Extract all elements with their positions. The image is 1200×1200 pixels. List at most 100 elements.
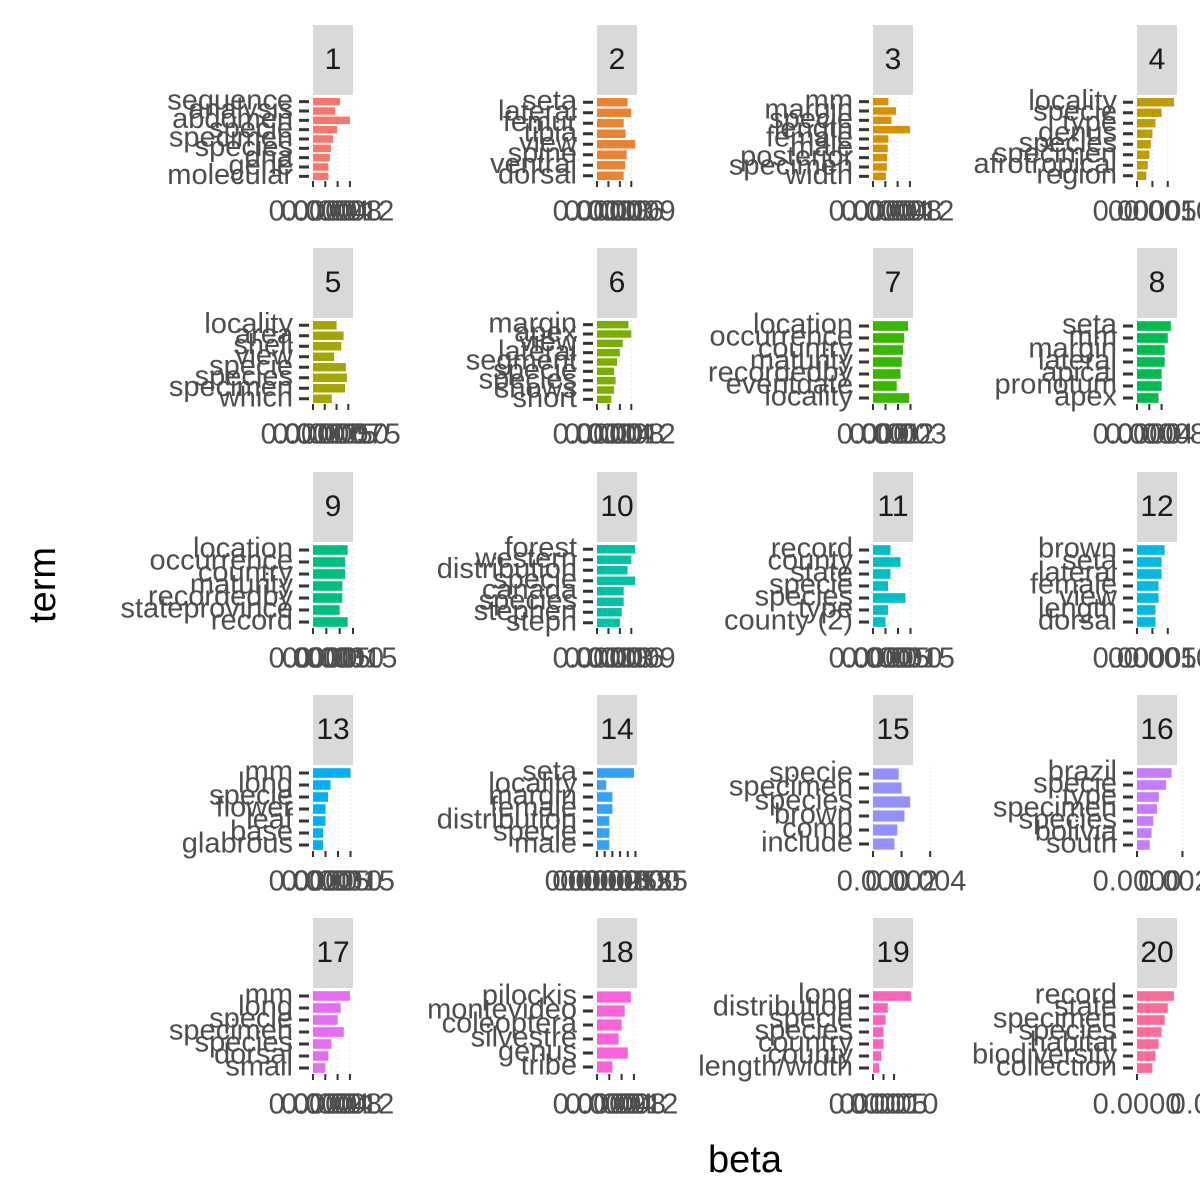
bar: [1137, 1039, 1159, 1049]
y-tick-label: biodiversity: [972, 1039, 1118, 1071]
bar: [1137, 129, 1153, 138]
x-tick-label: 0.0005: [282, 643, 371, 675]
y-tick-label: which: [218, 381, 293, 413]
bar: [313, 840, 323, 850]
y-tick-label: posterior: [740, 140, 853, 172]
y-tick-label: specie: [769, 569, 853, 601]
x-tick-label: 0.0000: [269, 643, 358, 675]
strip: [873, 472, 913, 542]
bar: [597, 816, 610, 826]
y-tick-label: pronotum: [994, 369, 1117, 401]
strip: [873, 25, 913, 95]
bar: [1137, 593, 1159, 603]
x-tick-label: 0.0000: [553, 419, 642, 451]
x-tick-label: 0.0000: [1093, 196, 1182, 228]
bar: [873, 393, 910, 403]
facet-title: 8: [1149, 266, 1166, 299]
bar: [597, 792, 613, 802]
x-tick-label: 0.000: [837, 419, 910, 451]
y-tick-label: pilockis: [482, 980, 577, 1012]
bar: [873, 107, 897, 115]
bar: [873, 782, 902, 794]
y-tick-label: distribution: [437, 804, 577, 836]
y-tick-label: shows: [495, 373, 577, 405]
x-tick-label: 0.003: [874, 419, 947, 451]
y-tick-label: record: [771, 533, 853, 565]
y-tick-label: state: [1054, 991, 1117, 1023]
y-tick-label: seta: [522, 85, 578, 117]
y-tick-label: specimen: [993, 137, 1117, 169]
bar: [873, 796, 911, 808]
bar: [313, 1051, 329, 1061]
y-tick-label: brown: [774, 799, 853, 831]
bar: [873, 172, 886, 181]
y-tick-label: coleoptera: [442, 1008, 578, 1040]
y-tick-label: female: [490, 792, 577, 824]
bar: [597, 828, 610, 838]
bar: [597, 780, 607, 790]
bar: [313, 617, 348, 627]
y-tick-label: area: [235, 318, 294, 350]
y-tick-label: dna: [245, 140, 294, 172]
facet-title: 12: [1140, 490, 1173, 523]
y-tick-label: margin: [764, 94, 853, 126]
strip: [873, 918, 913, 988]
y-tick-label: apex: [1054, 381, 1117, 413]
y-tick-label: specie: [769, 757, 853, 789]
y-tick-label: view: [519, 127, 578, 159]
y-tick-label: species: [755, 1015, 853, 1047]
y-tick-label: county: [768, 545, 854, 577]
y-tick-label: segment: [466, 345, 577, 377]
bar: [597, 98, 628, 107]
x-tick-label: 0.0009: [587, 196, 676, 228]
y-tick-label: genus: [1038, 116, 1117, 148]
bar: [597, 376, 616, 385]
x-tick-label: 0.0008: [577, 1089, 666, 1121]
bar: [313, 116, 350, 125]
y-tick-label: eventdate: [726, 369, 853, 401]
x-tick-label: 0.0008: [576, 419, 665, 451]
bar: [597, 618, 620, 627]
y-tick-label: state: [790, 557, 853, 589]
bar: [597, 597, 624, 606]
x-tick-label: 0.0004: [841, 196, 930, 228]
bar: [313, 107, 336, 115]
bar: [873, 116, 892, 125]
x-tick-label: 0.0008: [853, 196, 942, 228]
x-tick-label: 0.0008: [293, 196, 382, 228]
y-tick-label: mm: [245, 979, 293, 1011]
bar: [1137, 991, 1174, 1001]
y-tick-label: species: [1019, 127, 1117, 159]
bar: [313, 352, 335, 361]
bar: [873, 991, 911, 1001]
bar: [313, 1027, 344, 1037]
bar: [1137, 804, 1157, 814]
x-tick-label: 0.0000: [829, 196, 918, 228]
bar: [1137, 1003, 1168, 1013]
x-tick-label: 0.0010: [295, 643, 384, 675]
bar: [873, 1039, 884, 1049]
bar: [313, 581, 343, 591]
x-tick-label: 0.00050: [560, 866, 665, 898]
y-tick-label: species: [195, 131, 293, 163]
strip: [597, 25, 637, 95]
bar: [313, 373, 347, 382]
strip: [1137, 25, 1177, 95]
x-tick-label: 0.002: [865, 866, 938, 898]
y-tick-label: length: [1038, 593, 1117, 625]
strip: [597, 472, 637, 542]
y-tick-label: distribution: [713, 991, 853, 1023]
bar: [313, 331, 344, 340]
x-tick-label: 0.00075: [296, 419, 401, 451]
facet-title: 10: [600, 490, 633, 523]
y-tick-label: view: [1059, 581, 1118, 613]
x-tick-label: 0.0004: [281, 196, 370, 228]
y-tick-label: specimen: [729, 150, 853, 182]
bar: [873, 1051, 882, 1061]
bar: [873, 1063, 880, 1073]
facet-title: 19: [876, 936, 909, 969]
y-tick-label: apex: [514, 317, 577, 349]
bar: [313, 593, 343, 603]
y-tick-label: species: [479, 584, 577, 616]
x-tick-label: 0.00025: [272, 419, 377, 451]
